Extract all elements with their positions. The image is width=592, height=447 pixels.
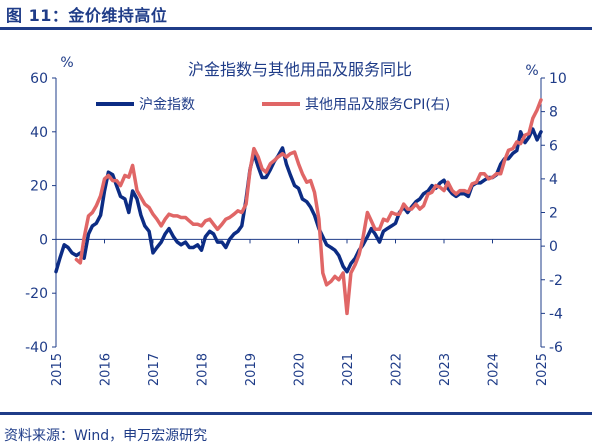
top-rule	[0, 27, 592, 30]
x-axis: 2015 2016 2017 2018 2019 2020 2021 2022 2023 2024…	[50, 238, 550, 386]
legend-label-gold-index: 沪金指数	[139, 97, 195, 113]
left-axis-unit: %	[60, 55, 73, 71]
x-tick-label: 2022	[390, 353, 405, 386]
left-tick-label: 60	[30, 71, 48, 87]
x-tick-label: 2015	[50, 353, 65, 386]
legend: 沪金指数 其他用品及服务CPI(右)	[96, 97, 450, 113]
left-axis: 60 40 20 0 -20 -40	[25, 71, 57, 356]
source-note: 资料来源：Wind，申万宏源研究	[4, 428, 208, 444]
x-tick-label: 2021	[341, 353, 356, 386]
right-axis: 10 8 6 4 2 0 -2 -4 -6	[540, 71, 567, 356]
right-tick-label: 2	[549, 206, 558, 222]
x-tick-label: 2024	[487, 353, 502, 386]
left-tick-label: 0	[39, 232, 48, 248]
right-tick-label: -6	[549, 340, 563, 356]
series-group	[54, 98, 543, 316]
right-axis-unit: %	[525, 63, 538, 79]
figure-title: 图 11：金价维持高位	[6, 6, 168, 25]
left-tick-label: -20	[25, 286, 48, 302]
left-tick-label: 40	[30, 125, 48, 141]
x-tick-label: 2016	[99, 353, 114, 386]
x-tick-label: 2018	[196, 353, 211, 386]
x-tick-label: 2019	[244, 353, 259, 386]
x-tick-label: 2025	[535, 353, 550, 386]
right-tick-label: -4	[549, 306, 563, 322]
legend-label-other-goods-cpi: 其他用品及服务CPI(右)	[305, 97, 450, 113]
left-tick-label: -40	[25, 340, 48, 356]
chart-title: 沪金指数与其他用品及服务同比	[188, 60, 412, 79]
series-line-other-goods-cpi	[74, 98, 543, 316]
series-line-gold-index	[54, 127, 543, 274]
right-tick-label: 6	[549, 138, 558, 154]
x-tick-label: 2023	[438, 353, 453, 386]
x-tick-label: 2017	[147, 353, 162, 386]
right-tick-label: 4	[549, 172, 558, 188]
x-tick-label: 2020	[293, 353, 308, 386]
right-tick-label: 10	[549, 71, 567, 87]
left-tick-label: 20	[30, 179, 48, 195]
bottom-rule	[0, 412, 592, 415]
right-tick-label: 0	[549, 239, 558, 255]
right-tick-label: -2	[549, 273, 563, 289]
right-tick-label: 8	[549, 105, 558, 121]
